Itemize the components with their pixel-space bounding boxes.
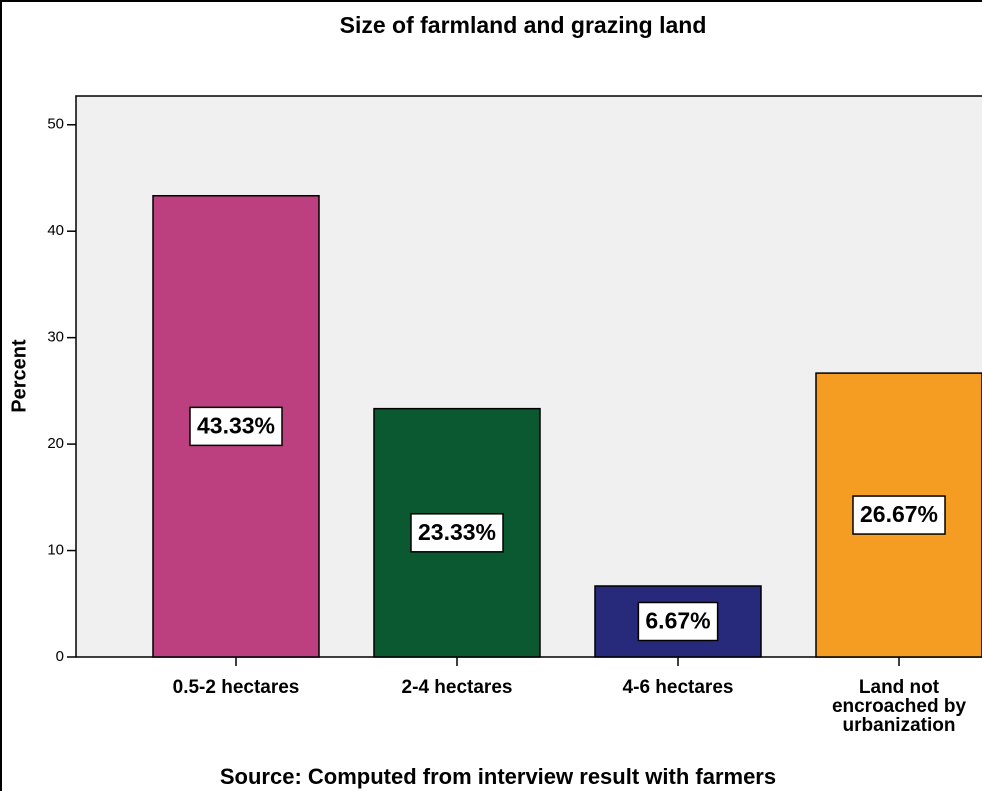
chart-title: Size of farmland and grazing land xyxy=(340,12,707,38)
y-axis-label: Percent xyxy=(8,339,30,413)
value-label: 23.33% xyxy=(418,519,496,545)
y-tick-label: 10 xyxy=(47,542,64,559)
value-label-box xyxy=(410,513,504,553)
y-tick-label: 40 xyxy=(47,222,64,239)
x-tick-label: 0.5-2 hectares xyxy=(172,677,300,698)
source-note: Source: Computed from interview result w… xyxy=(220,764,776,789)
value-label: 43.33% xyxy=(197,412,275,438)
y-tick-label: 30 xyxy=(47,329,64,346)
x-tick-label: 2-4 hectares xyxy=(401,677,513,698)
y-tick-label: 0 xyxy=(56,648,64,665)
value-label-box xyxy=(189,406,283,447)
x-tick-label: Land not encroached by urbanization xyxy=(831,677,967,736)
value-label: 6.67% xyxy=(645,608,710,634)
y-tick-label: 20 xyxy=(47,435,64,452)
y-tick-label: 50 xyxy=(47,116,64,133)
x-tick-label: 4-6 hectares xyxy=(622,677,734,698)
value-label: 26.67% xyxy=(860,501,938,527)
value-label-box xyxy=(852,495,946,535)
value-label-box xyxy=(637,601,719,642)
